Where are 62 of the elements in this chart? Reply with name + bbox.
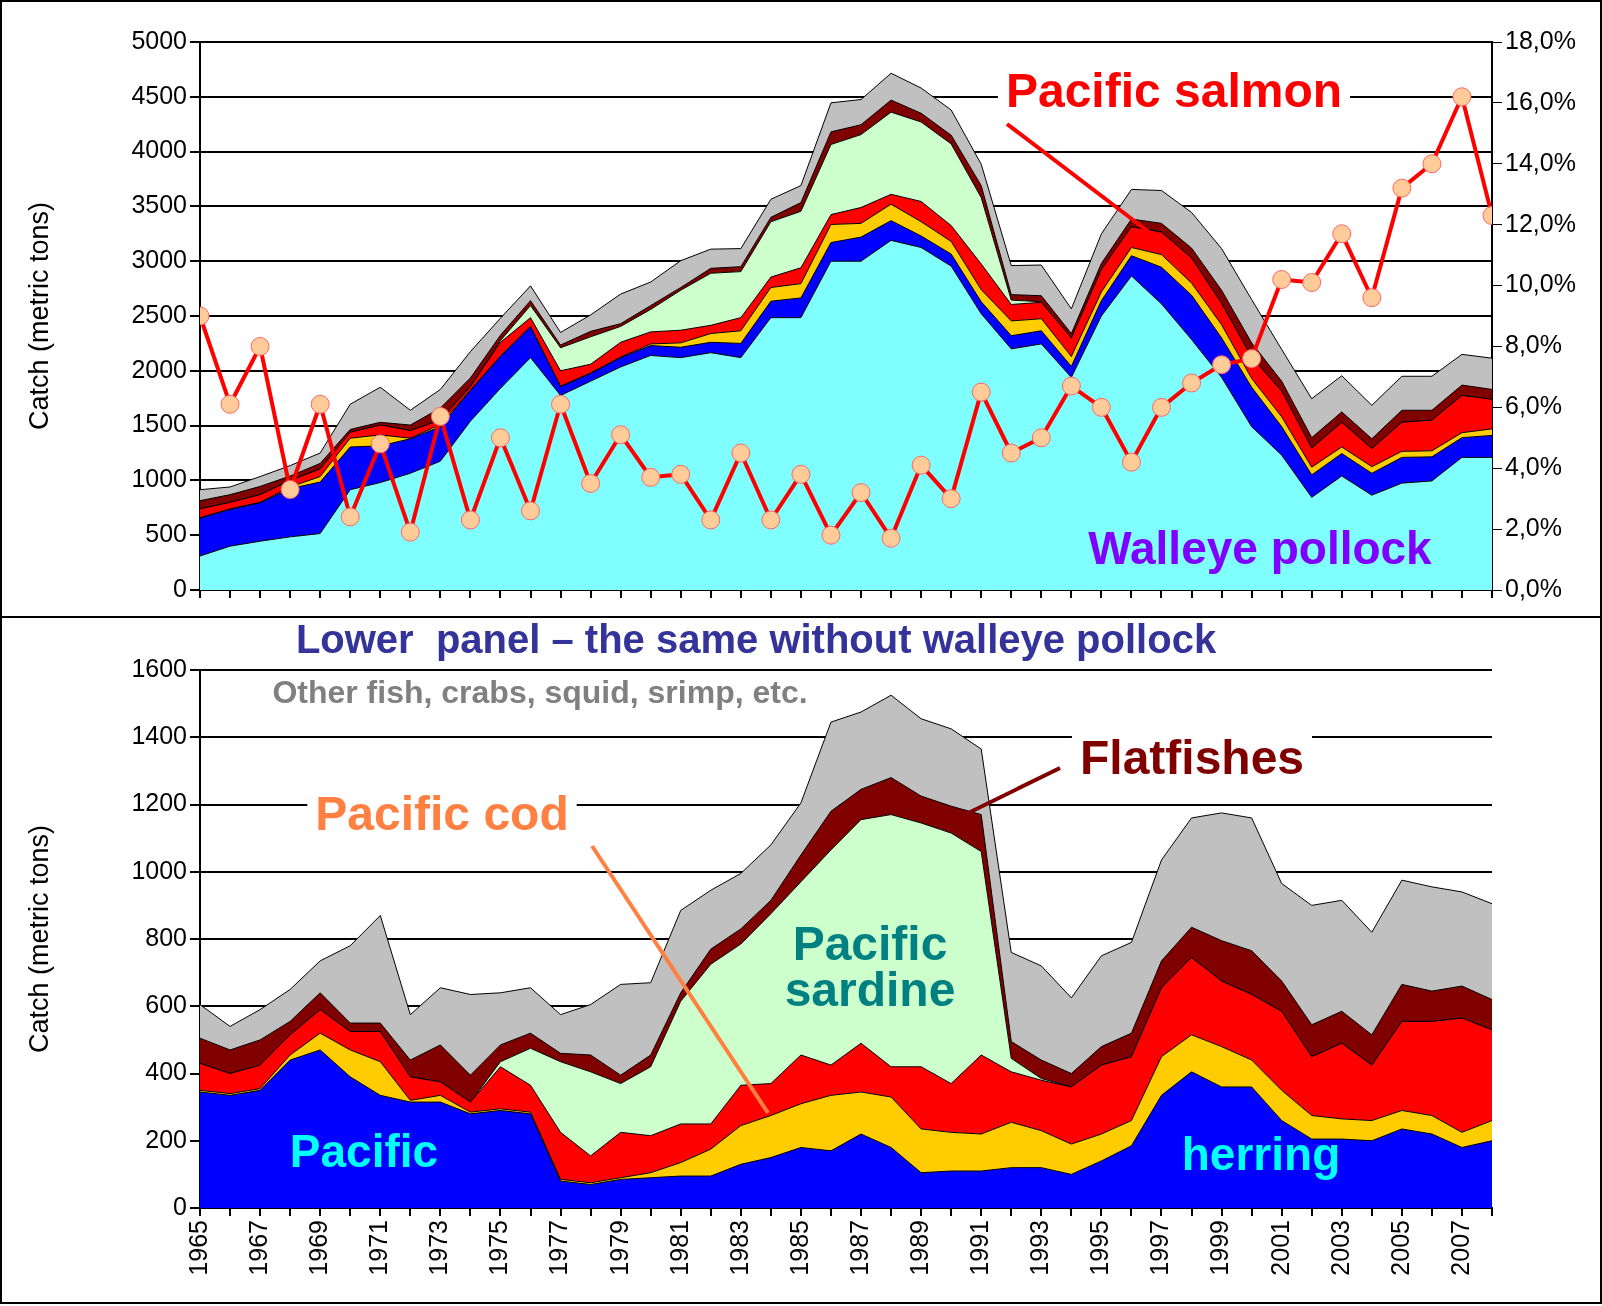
- x-tick-label: 1989: [905, 1220, 934, 1276]
- x-tick-label: 1975: [484, 1220, 513, 1276]
- x-tick-label: 1987: [844, 1220, 873, 1276]
- y-tick-label: 3000: [131, 245, 187, 274]
- y2-tick-label: 8,0%: [1505, 330, 1562, 359]
- x-tick-label: 1993: [1025, 1220, 1054, 1276]
- y2-tick-label: 4,0%: [1505, 452, 1562, 481]
- x-tick-label: 1983: [724, 1220, 753, 1276]
- y-tick-label: 1600: [131, 653, 187, 682]
- x-tick-label: 1977: [544, 1220, 573, 1276]
- y-tick-label: 400: [145, 1057, 187, 1086]
- y-axis-title: Catch (metric tons): [23, 201, 54, 431]
- y-tick-label: 1200: [131, 788, 187, 817]
- x-tick-label: 2001: [1265, 1220, 1294, 1276]
- y2-tick-label: 16,0%: [1505, 86, 1576, 115]
- y-tick-label: 1000: [131, 464, 187, 493]
- x-tick-label: 1997: [1145, 1220, 1174, 1276]
- y-tick-label: 1000: [131, 855, 187, 884]
- y-tick-label: 5000: [131, 25, 187, 54]
- y-tick-label: 4000: [131, 135, 187, 164]
- y-tick-label: 2000: [131, 354, 187, 383]
- text: Pacific salmon: [1005, 64, 1343, 118]
- y-tick-label: 0: [173, 1191, 187, 1220]
- x-tick-label: 1969: [304, 1220, 333, 1276]
- y-axis-title: Catch (metric tons): [23, 824, 54, 1054]
- y2-tick-label: 2,0%: [1505, 513, 1562, 541]
- y2-tick-label: 0,0%: [1505, 573, 1562, 602]
- y2-tick-label: 6,0%: [1505, 391, 1562, 420]
- y-tick-label: 4500: [131, 80, 187, 109]
- series-label: Pacific sardine: [784, 917, 956, 1017]
- y-tick-label: 200: [145, 1124, 187, 1153]
- x-tick-label: 2003: [1325, 1220, 1354, 1276]
- y-tick-label: 500: [145, 519, 187, 548]
- y2-tick-label: 12,0%: [1505, 208, 1576, 237]
- series-label: Walleye pollock: [1088, 521, 1433, 574]
- x-tick-label: 1995: [1085, 1220, 1114, 1276]
- y-tick-label: 0: [173, 573, 187, 602]
- x-tick-label: 1999: [1205, 1220, 1234, 1276]
- y-tick-label: 1500: [131, 409, 187, 438]
- y2-tick-label: 18,0%: [1505, 25, 1576, 54]
- text: Pacific herring: [289, 1124, 1341, 1180]
- y-tick-label: 800: [145, 922, 187, 951]
- text: Pacific cod: [315, 787, 569, 841]
- x-tick-label: 1981: [664, 1220, 693, 1276]
- x-tick-label: 2005: [1385, 1220, 1414, 1276]
- x-tick-label: 1985: [784, 1220, 813, 1276]
- chart-title: Lower panel – the same without walleye pollock: [295, 617, 1217, 662]
- y-tick-label: 2500: [131, 299, 187, 328]
- y-tick-label: 1400: [131, 721, 187, 750]
- y2-tick-label: 14,0%: [1505, 147, 1576, 176]
- x-tick-label: 1979: [604, 1220, 633, 1276]
- text: Flatfishes: [1079, 731, 1305, 785]
- x-tick-label: 1971: [364, 1220, 393, 1276]
- x-tick-label: 2007: [1445, 1220, 1474, 1276]
- series-label: Other fish, crabs, squid, srimp, etc.: [272, 673, 808, 710]
- y-tick-label: 600: [145, 990, 187, 1019]
- x-tick-label: 1991: [965, 1220, 994, 1276]
- y-tick-label: 3500: [131, 190, 187, 219]
- x-tick-label: 1973: [424, 1220, 453, 1276]
- x-tick-label: 1967: [243, 1220, 272, 1276]
- x-tick-label: 1965: [183, 1220, 212, 1276]
- y2-tick-label: 10,0%: [1505, 269, 1576, 298]
